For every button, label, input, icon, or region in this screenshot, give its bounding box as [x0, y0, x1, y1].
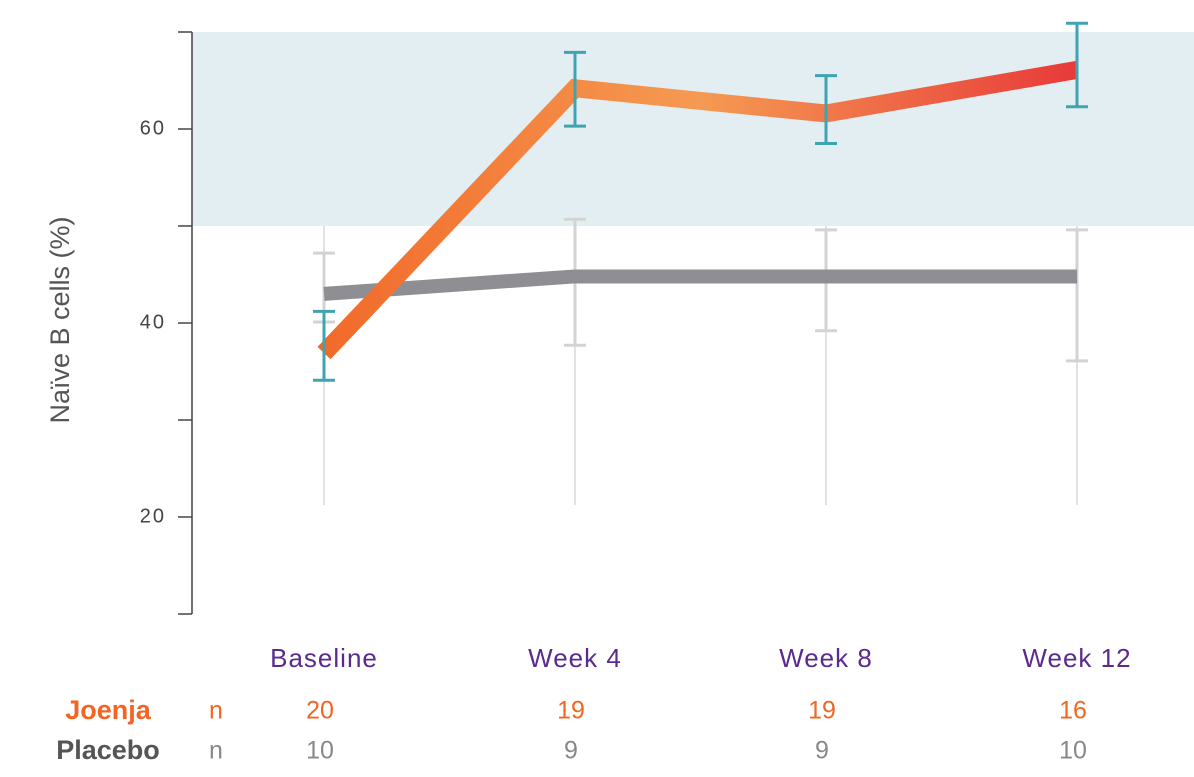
n-value: 19	[557, 697, 585, 725]
n-value: 16	[1059, 697, 1087, 725]
y-axis-label: Naïve B cells (%)	[45, 216, 75, 423]
x-tick-label: Week 12	[1022, 643, 1131, 673]
n-value: 10	[306, 737, 334, 765]
n-row-label: n	[209, 737, 223, 765]
n-value: 10	[1059, 737, 1087, 765]
n-value: 19	[808, 697, 836, 725]
series-line	[317, 60, 1079, 360]
n-value: 9	[564, 737, 578, 765]
series-line	[323, 269, 1077, 301]
y-tick-label: 60	[140, 117, 166, 139]
error-bar	[1066, 21, 1088, 109]
error-bar	[815, 74, 837, 146]
y-tick-label: 20	[140, 505, 166, 527]
n-row-name: Joenja	[65, 695, 152, 725]
error-bar	[313, 309, 335, 382]
x-tick-label: Week 8	[779, 643, 873, 673]
error-bar	[1066, 228, 1088, 363]
x-tick-label: Baseline	[270, 643, 378, 673]
reference-band	[192, 32, 1194, 226]
x-tick-label: Week 4	[528, 643, 622, 673]
error-bar	[564, 50, 586, 128]
n-value: 20	[306, 697, 334, 725]
n-row-name: Placebo	[56, 735, 160, 765]
y-tick-label: 40	[140, 311, 166, 333]
n-value: 9	[815, 737, 829, 765]
n-row-label: n	[209, 697, 223, 725]
